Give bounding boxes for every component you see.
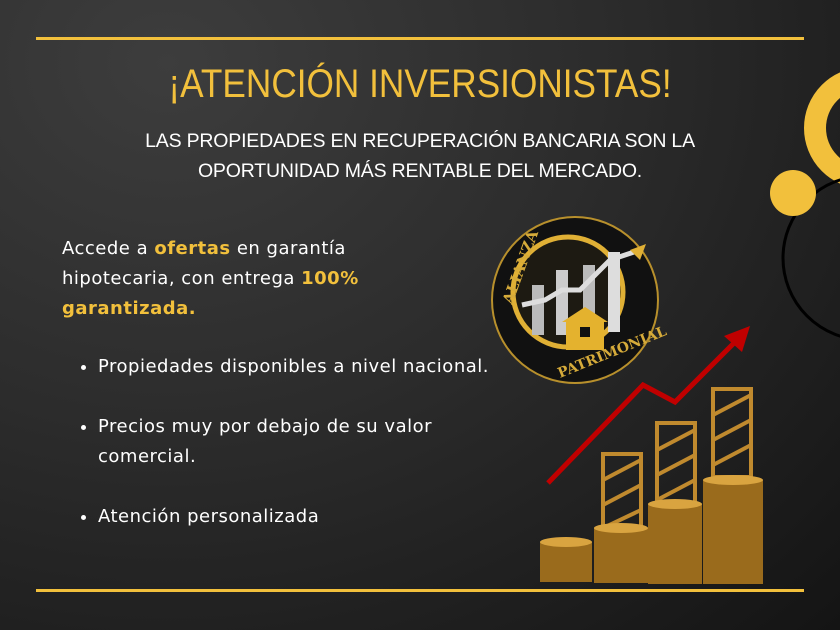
intro-highlight: 100% garantizada.: [62, 268, 359, 319]
list-item: Propiedades disponibles a nivel nacional…: [98, 352, 498, 382]
logo-emblem: ALIANZA PATRIMONIAL: [491, 216, 669, 384]
subtitle-line: LAS PROPIEDADES EN RECUPERACIÓN BANCARIA…: [145, 130, 695, 152]
list-item: Atención personalizada: [98, 502, 498, 532]
coin-stacks: [540, 475, 763, 584]
intro-part: en garantía hipotecaria, con entrega: [62, 238, 346, 289]
intro-part: Accede a: [62, 238, 155, 259]
benefits-list: Propiedades disponibles a nivel nacional…: [62, 352, 498, 562]
gold-ring-decoration: [804, 72, 840, 184]
gold-dot-decoration: [770, 170, 816, 216]
list-item: Precios muy por debajo de su valor comer…: [98, 412, 498, 472]
intro-text: Accede a ofertas en garantía hipotecaria…: [62, 234, 442, 324]
subtitle: LAS PROPIEDADES EN RECUPERACIÓN BANCARIA…: [0, 126, 840, 186]
bottom-divider: [36, 589, 804, 592]
intro-highlight: ofertas: [154, 238, 231, 259]
page-title: ¡ATENCIÓN INVERSIONISTAS!: [168, 62, 672, 106]
subtitle-line: OPORTUNIDAD MÁS RENTABLE DEL MERCADO.: [197, 160, 643, 182]
top-divider: [36, 37, 804, 40]
red-trend-arrow-icon: [546, 326, 750, 485]
black-ring-decoration: [781, 178, 840, 338]
